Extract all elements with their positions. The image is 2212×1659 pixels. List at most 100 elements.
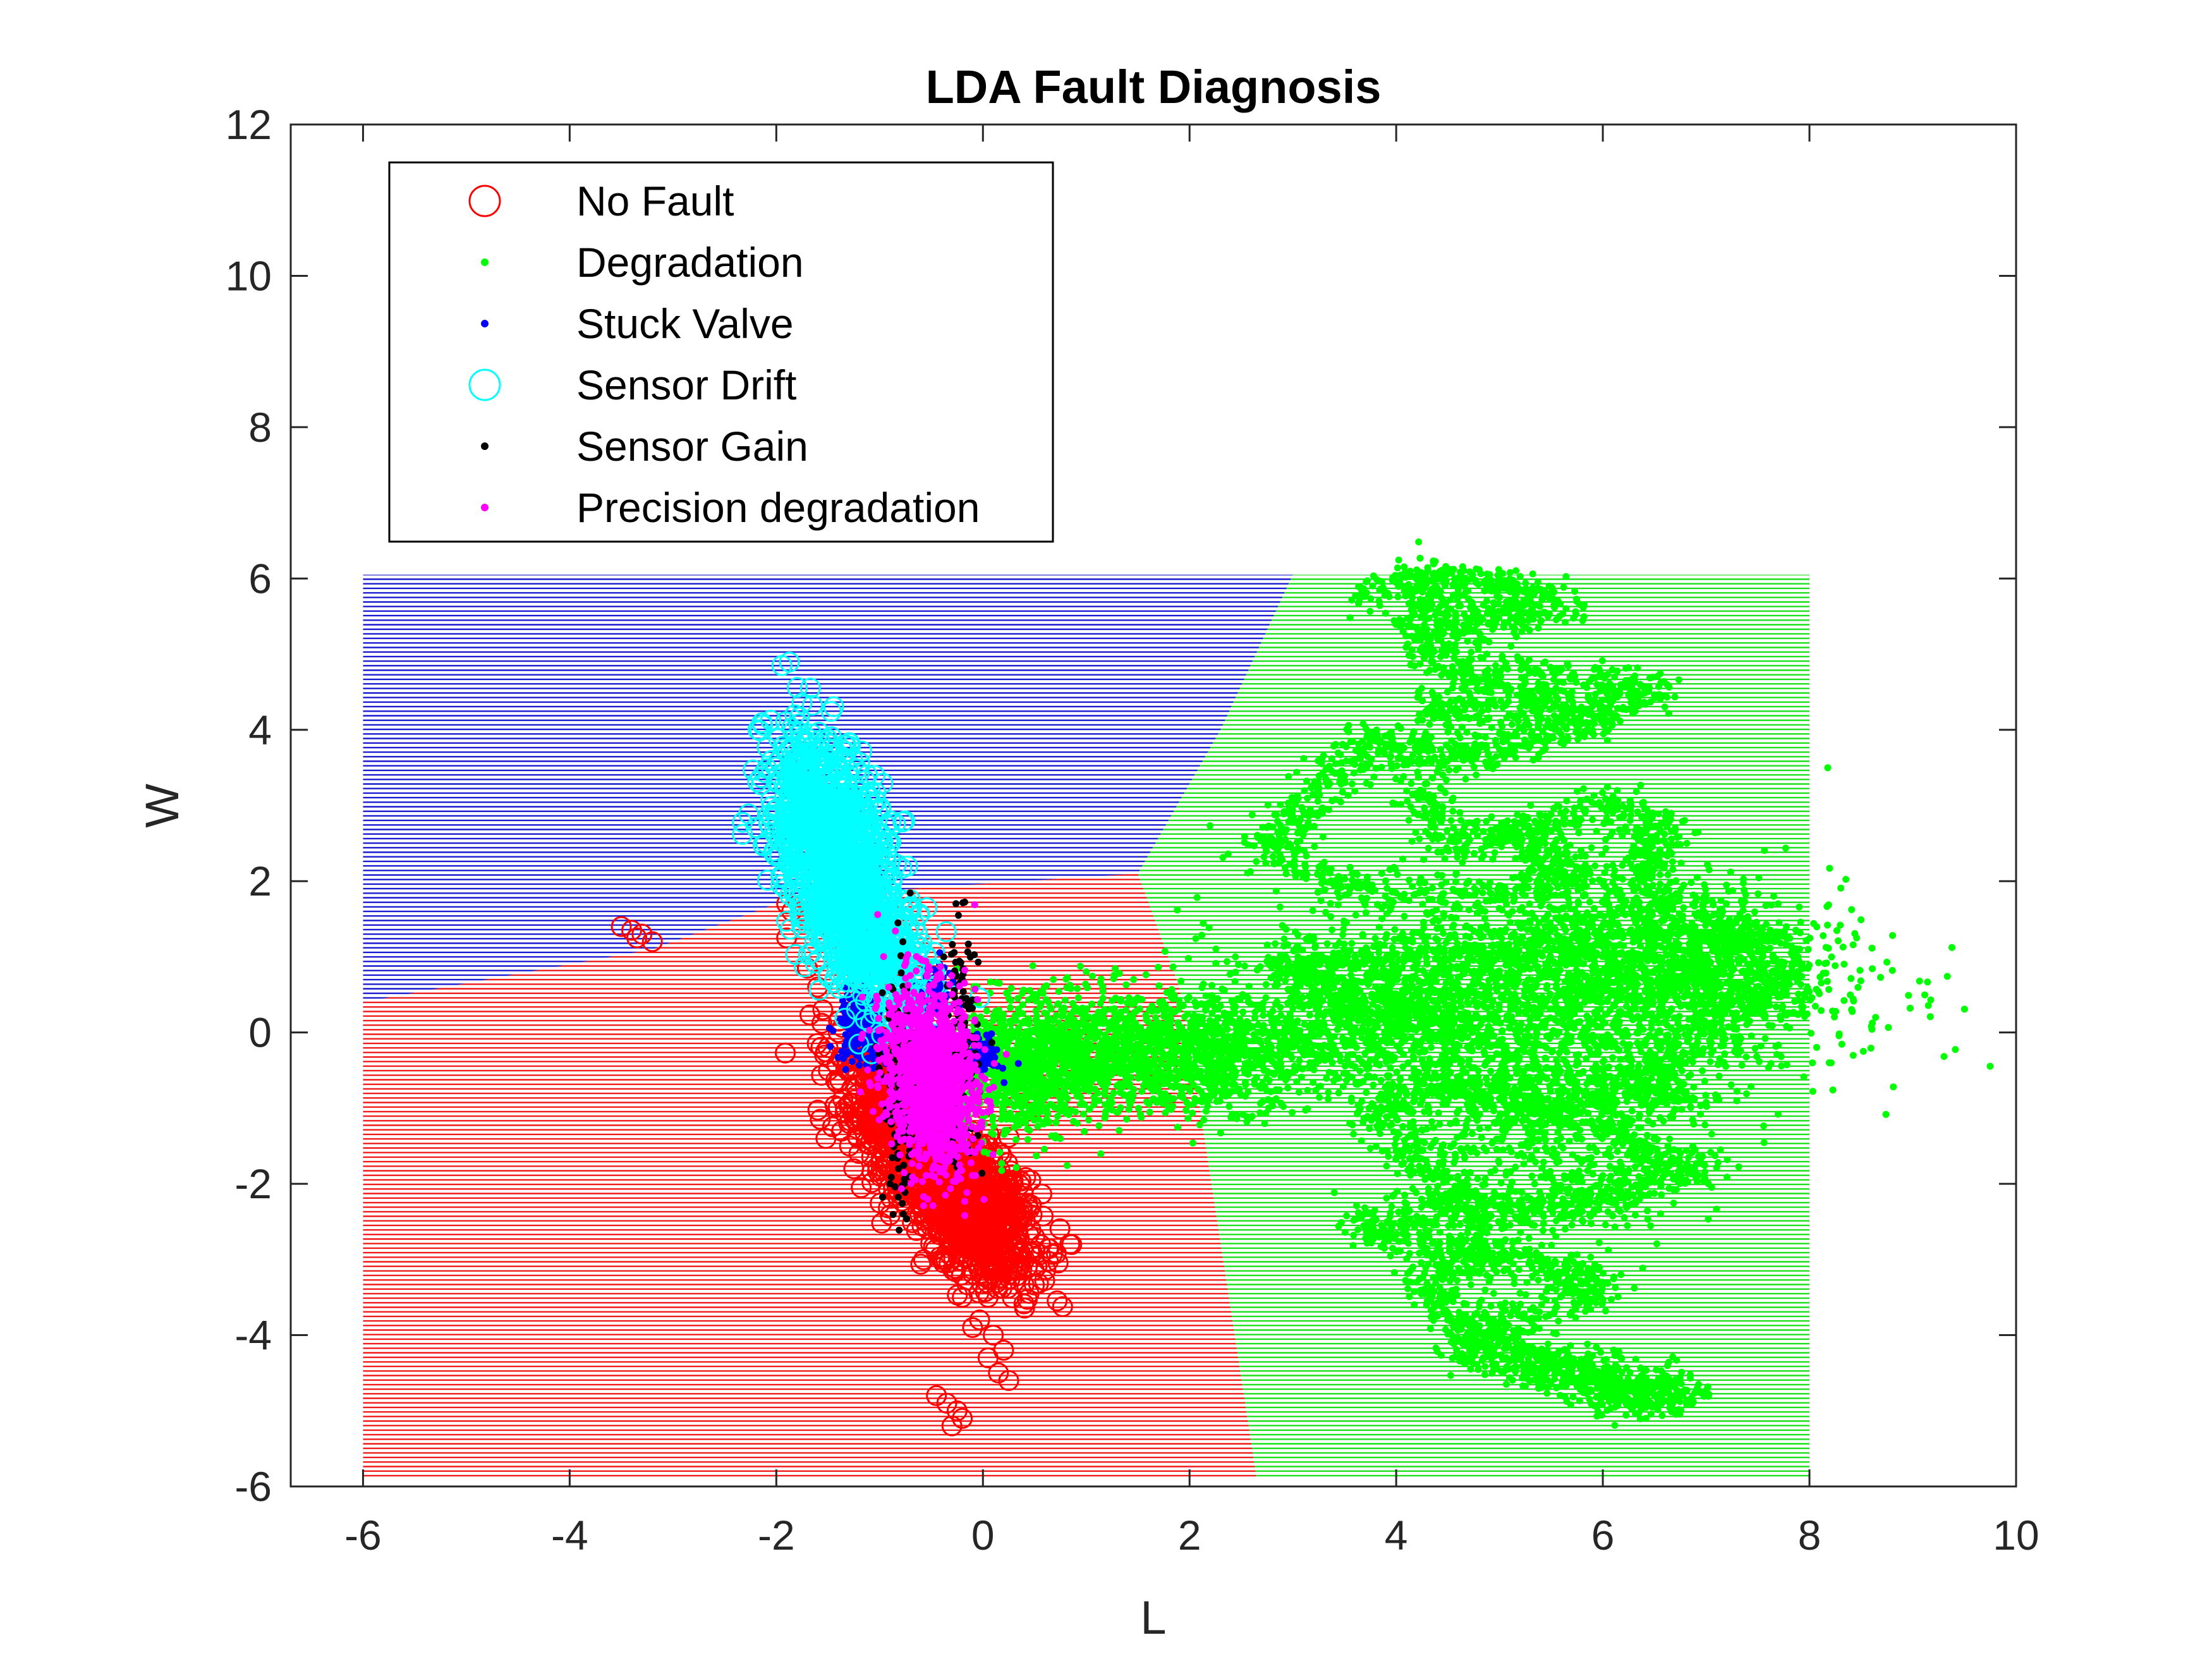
data-point xyxy=(1828,1059,1835,1067)
data-point xyxy=(1813,1043,1820,1051)
data-point xyxy=(1760,1122,1767,1129)
data-point xyxy=(1593,952,1601,959)
data-point xyxy=(1620,987,1628,994)
data-point xyxy=(1606,979,1613,987)
data-point xyxy=(1797,918,1804,926)
data-point xyxy=(1885,1024,1892,1031)
data-point xyxy=(1352,911,1359,919)
data-point xyxy=(810,1109,831,1130)
data-point xyxy=(1509,908,1516,915)
data-point xyxy=(1499,1146,1507,1153)
data-point xyxy=(1820,932,1827,939)
data-point xyxy=(1593,1013,1601,1021)
data-point xyxy=(1543,985,1550,992)
data-point xyxy=(1472,902,1480,909)
data-point xyxy=(1686,1015,1694,1023)
data-point xyxy=(1555,1049,1563,1057)
data-point xyxy=(1787,942,1795,950)
data-point xyxy=(1796,945,1804,953)
data-point xyxy=(1553,1057,1560,1064)
data-point xyxy=(1198,932,1205,939)
data-point xyxy=(1483,983,1491,990)
data-point xyxy=(1612,951,1619,957)
data-point xyxy=(1280,935,1288,943)
data-point xyxy=(1375,923,1383,931)
data-point xyxy=(1456,973,1464,980)
data-point xyxy=(1526,965,1534,973)
data-point xyxy=(1754,890,1762,897)
data-point xyxy=(1462,932,1469,940)
data-point xyxy=(1654,925,1662,933)
data-point xyxy=(1740,875,1747,883)
data-point xyxy=(1502,961,1510,969)
data-point xyxy=(1495,1001,1503,1009)
data-point xyxy=(1804,945,1812,953)
data-point xyxy=(1734,1088,1741,1095)
data-point xyxy=(1733,1097,1741,1105)
data-point xyxy=(1533,1146,1540,1154)
data-point xyxy=(1399,855,1406,863)
data-point xyxy=(1658,944,1665,951)
data-point xyxy=(1335,1089,1342,1097)
data-point xyxy=(1449,923,1456,931)
data-point xyxy=(1835,1032,1843,1040)
data-point xyxy=(851,1177,872,1198)
data-point xyxy=(1615,1021,1622,1029)
data-point xyxy=(1755,874,1763,882)
data-point xyxy=(1537,975,1545,981)
data-point xyxy=(1632,1212,1639,1219)
data-point xyxy=(1524,995,1531,1002)
data-point xyxy=(1562,961,1570,969)
data-point xyxy=(1763,921,1770,928)
data-point xyxy=(1699,1067,1706,1074)
data-point xyxy=(1488,1003,1495,1011)
data-point xyxy=(1809,1088,1816,1095)
data-point xyxy=(1629,1016,1637,1024)
data-point xyxy=(1747,1083,1755,1090)
data-point xyxy=(1311,944,1318,951)
data-point xyxy=(1657,1002,1665,1009)
data-point xyxy=(1622,1011,1630,1018)
data-point xyxy=(1823,978,1831,985)
data-point xyxy=(1804,964,1812,972)
data-point xyxy=(1615,932,1623,939)
data-point xyxy=(1528,909,1536,917)
data-point xyxy=(1538,1241,1545,1249)
data-point xyxy=(1617,995,1624,1002)
data-point xyxy=(1507,919,1514,927)
data-point xyxy=(1686,1003,1694,1011)
data-point xyxy=(1469,980,1477,987)
data-point xyxy=(1601,869,1608,877)
data-point xyxy=(1505,1012,1513,1019)
data-point xyxy=(1478,1134,1485,1141)
data-point xyxy=(1765,1021,1773,1029)
data-point xyxy=(1854,983,1862,991)
data-point xyxy=(1849,1008,1856,1015)
data-point xyxy=(1696,1009,1704,1016)
data-point xyxy=(1295,1088,1303,1096)
data-point xyxy=(1567,1002,1574,1009)
data-point xyxy=(1818,979,1825,987)
data-point xyxy=(1798,973,1806,980)
data-point xyxy=(1632,918,1639,926)
data-point xyxy=(1576,1018,1584,1025)
data-point xyxy=(1600,1035,1607,1042)
data-point xyxy=(1591,904,1598,912)
data-point xyxy=(1926,1013,1934,1021)
data-point xyxy=(1383,931,1390,938)
data-point xyxy=(1423,961,1431,968)
data-point xyxy=(969,1310,990,1330)
data-point xyxy=(1340,1069,1347,1077)
data-point xyxy=(1948,944,1955,951)
data-point xyxy=(1609,1054,1617,1061)
data-point xyxy=(1629,939,1637,946)
data-point xyxy=(1231,978,1239,985)
data-point xyxy=(1685,990,1692,998)
data-point xyxy=(1655,1011,1663,1019)
data-point xyxy=(1940,1053,1948,1060)
data-point xyxy=(1631,990,1638,998)
data-point xyxy=(1620,942,1627,949)
data-point xyxy=(1642,999,1650,1007)
data-point xyxy=(1620,976,1628,984)
data-point xyxy=(1621,902,1629,909)
